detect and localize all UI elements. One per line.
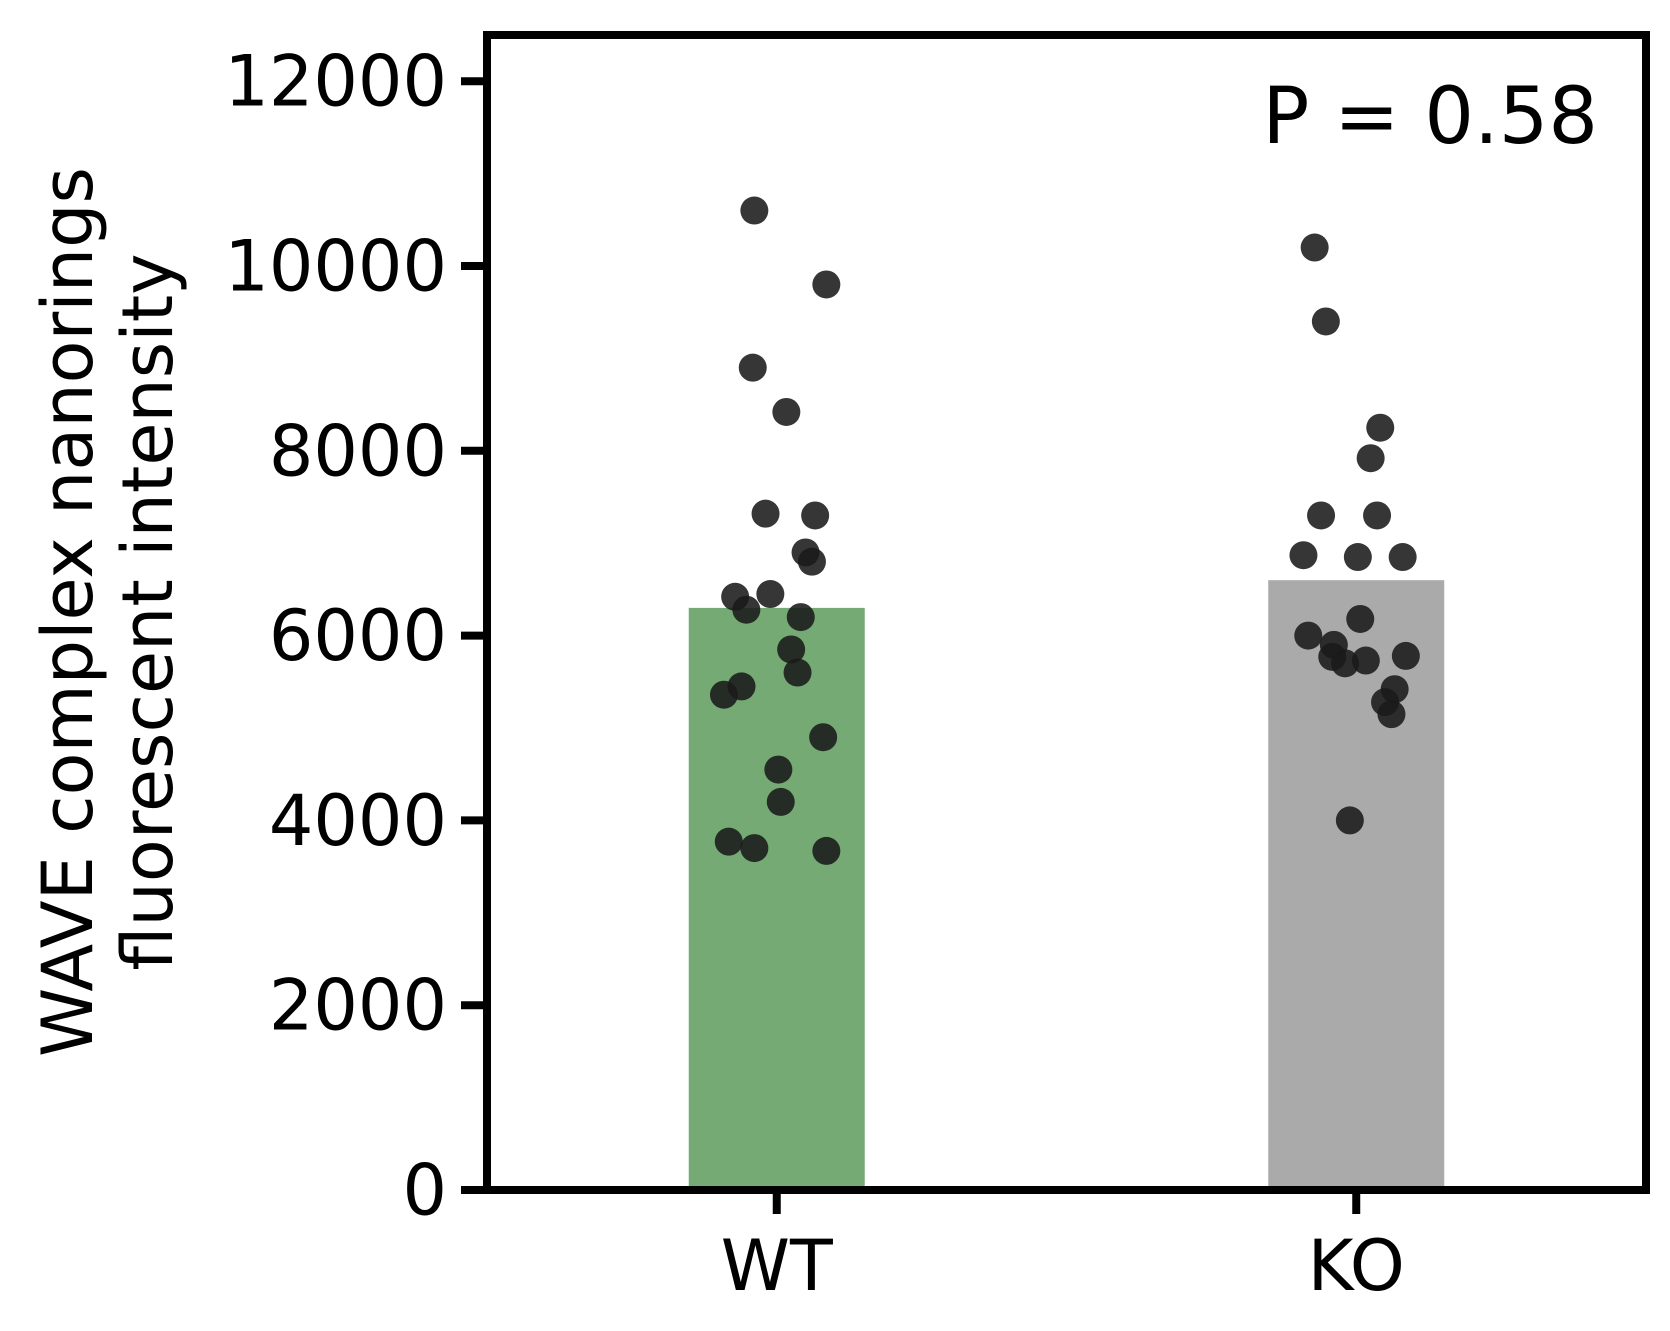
data-point-wt [786,603,815,632]
p-value-annotation: P = 0.58 [1262,72,1598,162]
data-point-ko [1300,233,1329,262]
data-point-ko [1391,641,1420,670]
data-point-ko [1356,444,1385,473]
data-point-ko [1343,543,1372,572]
data-point-ko [1331,649,1360,678]
data-point-wt [740,834,769,863]
y-tick-label: 2000 [269,965,447,1047]
data-point-ko [1294,621,1323,650]
y-tick-label: 0 [402,1150,447,1232]
bars-layer [688,580,1445,1190]
data-point-ko [1289,541,1318,570]
points-layer [709,196,1420,865]
bar-ko [1268,580,1445,1190]
data-point-wt [732,595,761,624]
data-point-wt [714,827,743,856]
data-point-wt [766,787,795,816]
data-point-ko [1363,501,1392,530]
data-point-wt [801,501,830,530]
data-point-ko [1335,806,1364,835]
data-point-wt [812,836,841,865]
y-tick-label: 6000 [269,595,447,677]
data-point-wt [738,353,767,382]
data-point-wt [751,499,780,528]
data-point-wt [772,397,801,426]
data-point-wt [797,547,826,576]
data-point-ko [1388,543,1417,572]
data-point-wt [709,680,738,709]
y-axis: 0 2000 4000 6000 8000 10000 12000 [224,41,487,1232]
y-axis-label-line-1: WAVE complex nanorings [27,167,109,1057]
x-tick-label-wt: WT [721,1225,833,1307]
data-point-ko [1307,501,1336,530]
y-tick-label: 4000 [269,780,447,862]
y-tick-label: 8000 [269,410,447,492]
data-point-ko [1351,646,1380,675]
data-point-ko [1311,307,1340,336]
data-point-wt [777,635,806,664]
data-point-wt [812,270,841,299]
y-axis-label: WAVE complex nanorings fluorescent inten… [27,167,189,1057]
data-point-ko [1366,413,1395,442]
data-point-wt [756,580,785,609]
data-point-wt [740,196,769,225]
y-tick-label: 12000 [224,41,447,123]
data-point-wt [809,723,838,752]
data-point-ko [1377,700,1406,729]
plot-frame [483,31,1650,1194]
y-tick-label: 10000 [224,226,447,308]
x-axis: WT KO [721,1190,1405,1307]
data-point-wt [764,755,793,784]
y-axis-label-line-2: fluorescent intensity [107,253,189,970]
data-point-ko [1346,604,1375,633]
x-tick-label-ko: KO [1308,1225,1405,1307]
data-point-wt [783,658,812,687]
